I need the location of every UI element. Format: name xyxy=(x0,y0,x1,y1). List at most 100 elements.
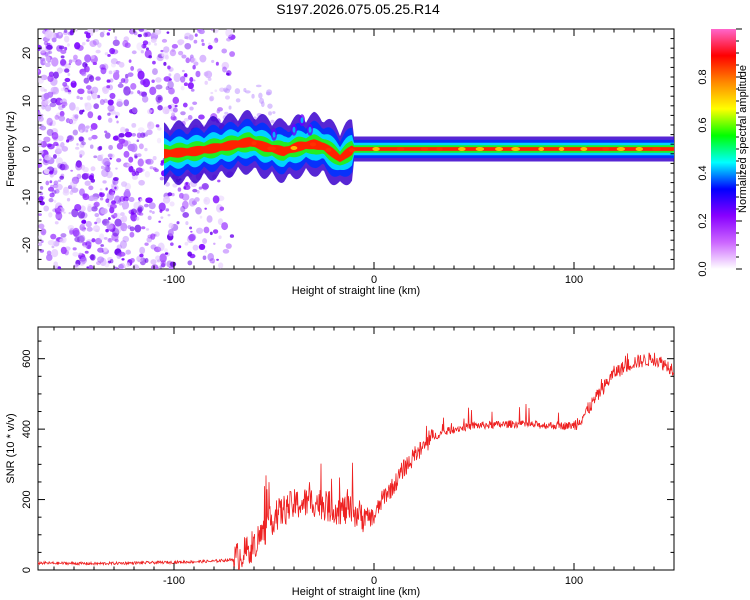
noise-speckle xyxy=(130,82,137,90)
noise-speckle xyxy=(178,245,182,249)
noise-speckle xyxy=(196,227,204,234)
noise-speckle xyxy=(93,29,100,33)
noise-speckle xyxy=(100,154,104,158)
noise-speckle xyxy=(88,264,94,269)
noise-speckle xyxy=(136,132,142,139)
noise-speckle xyxy=(125,249,131,255)
noise-speckle xyxy=(90,166,96,172)
noise-speckle xyxy=(79,96,83,100)
noise-speckle xyxy=(39,192,44,196)
noise-speckle xyxy=(132,264,140,269)
noise-speckle xyxy=(103,236,108,240)
noise-speckle xyxy=(38,110,41,116)
noise-speckle xyxy=(137,206,143,213)
noise-speckle xyxy=(61,101,68,107)
noise-speckle xyxy=(123,228,127,232)
noise-speckle xyxy=(202,238,208,244)
noise-speckle xyxy=(167,80,174,90)
ridge-blob xyxy=(267,146,277,151)
noise-speckle xyxy=(52,86,60,95)
noise-speckle xyxy=(54,189,60,194)
noise-speckle xyxy=(198,186,203,190)
noise-speckle xyxy=(77,210,86,219)
noise-speckle xyxy=(38,196,44,203)
noise-speckle xyxy=(188,198,196,207)
noise-speckle xyxy=(161,38,168,43)
noise-speckle xyxy=(204,70,213,79)
noise-speckle xyxy=(108,117,113,123)
noise-speckle xyxy=(38,162,43,168)
noise-speckle xyxy=(193,39,198,44)
noise-speckle xyxy=(39,126,42,130)
noise-speckle xyxy=(106,222,114,230)
noise-speckle xyxy=(67,135,73,141)
noise-speckle xyxy=(74,114,79,119)
ridge-blob xyxy=(511,147,520,151)
noise-speckle xyxy=(128,196,135,203)
noise-speckle xyxy=(216,258,219,261)
noise-speckle xyxy=(83,244,87,248)
noise-speckle xyxy=(67,43,70,47)
noise-speckle xyxy=(185,182,188,186)
noise-speckle xyxy=(43,60,46,64)
noise-speckle xyxy=(49,192,55,198)
noise-speckle xyxy=(229,51,236,57)
noise-speckle xyxy=(99,98,105,105)
noise-speckle xyxy=(110,62,117,68)
snr-frame xyxy=(37,326,675,571)
noise-speckle xyxy=(143,203,149,208)
spectrogram-y-tick-label: 0 xyxy=(21,146,33,152)
noise-speckle xyxy=(207,77,212,81)
ridge-blob xyxy=(325,147,332,152)
noise-speckle xyxy=(112,176,119,182)
noise-speckle xyxy=(82,109,85,113)
noise-speckle xyxy=(67,89,72,93)
noise-speckle xyxy=(212,195,220,204)
noise-speckle xyxy=(104,132,111,139)
noise-speckle xyxy=(189,226,193,230)
snr-x-axis-label: Height of straight line (km) xyxy=(292,586,420,598)
noise-speckle xyxy=(51,57,59,67)
noise-speckle xyxy=(148,202,156,210)
noise-speckle xyxy=(100,66,107,75)
noise-speckle xyxy=(206,215,213,223)
noise-speckle xyxy=(172,96,180,105)
noise-speckle xyxy=(201,38,204,43)
noise-speckle xyxy=(192,188,198,193)
noise-speckle xyxy=(75,59,82,66)
noise-speckle xyxy=(121,215,128,223)
noise-speckle xyxy=(108,217,111,221)
noise-speckle xyxy=(54,114,60,120)
spectrogram-y-tick-label: -20 xyxy=(21,237,33,253)
noise-speckle xyxy=(57,135,64,142)
snr-plot-area xyxy=(38,352,674,570)
noise-speckle xyxy=(108,109,116,115)
noise-speckle xyxy=(163,76,171,82)
noise-speckle xyxy=(183,186,187,190)
noise-speckle xyxy=(69,180,78,189)
noise-speckle xyxy=(155,94,163,103)
ridge-blob xyxy=(251,141,257,146)
noise-speckle xyxy=(138,143,144,150)
noise-speckle xyxy=(58,105,64,111)
noise-speckle xyxy=(167,192,173,197)
noise-speckle xyxy=(199,54,207,63)
noise-speckle xyxy=(62,81,68,87)
noise-speckle xyxy=(118,61,125,68)
noise-speckle xyxy=(85,220,92,228)
noise-speckle xyxy=(70,80,77,88)
colorbar-label: Normalized spectral amplitude xyxy=(737,65,749,213)
noise-speckle xyxy=(183,117,190,122)
noise-speckle xyxy=(98,145,103,151)
noise-speckle xyxy=(151,79,155,83)
noise-speckle xyxy=(90,33,94,36)
noise-speckle xyxy=(58,115,66,122)
noise-speckle xyxy=(190,88,195,92)
noise-speckle xyxy=(218,262,224,269)
noise-speckle xyxy=(103,98,108,104)
noise-speckle xyxy=(124,188,131,197)
ridge-blob xyxy=(602,147,610,151)
noise-speckle xyxy=(59,110,65,117)
noise-speckle xyxy=(97,256,105,263)
noise-speckle xyxy=(159,265,163,269)
